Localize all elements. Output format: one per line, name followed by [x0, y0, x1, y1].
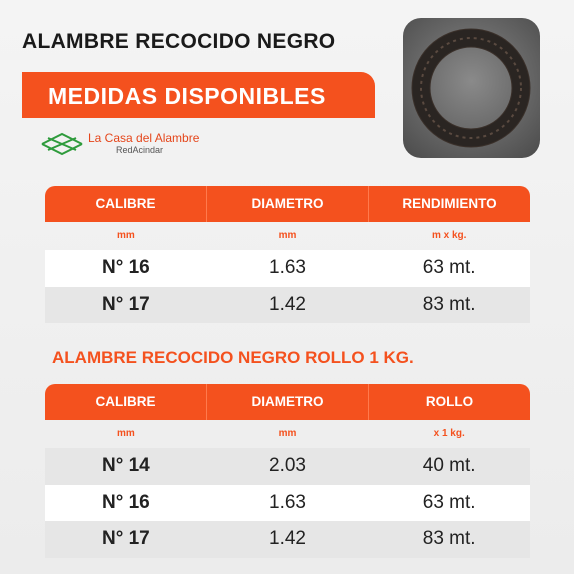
table-cell: 1.63	[269, 257, 306, 278]
unit-label: mm	[278, 428, 297, 439]
coil	[411, 28, 531, 148]
unit-label: mm	[278, 230, 297, 241]
column-header: CALIBRE	[45, 384, 207, 420]
title: ALAMBRE RECOCIDO NEGRO	[22, 30, 336, 53]
table-cell: 1.63	[269, 491, 306, 513]
table-cell: 2.03	[269, 455, 306, 476]
table-cell: 1.42	[269, 293, 306, 315]
column-header: RENDIMIENTO	[402, 196, 497, 211]
table-cell: 40 mt.	[422, 455, 476, 476]
column-header: DIAMETRO	[207, 384, 369, 420]
banner-text: MEDIDAS DISPONIBLES	[48, 83, 326, 109]
table: CALIBRE DIAMETRO RENDIMIENTO mm mm m x kg. N° …	[45, 186, 530, 323]
table-cell: N° 17	[101, 293, 150, 315]
column-header: ROLLO	[425, 394, 474, 409]
table-cell: 1.42	[269, 528, 306, 549]
unit-row: mm mm m x kg.	[45, 222, 530, 250]
logo-icon	[41, 132, 83, 156]
banner: MEDIDAS DISPONIBLES	[22, 72, 375, 118]
table-row: N° 17 1.42 83 mt.	[45, 286, 530, 323]
section-title: ALAMBRE RECOCIDO NEGRO ROLLO 1 KG.	[52, 348, 414, 367]
unit-row: mm mm x 1 kg.	[45, 420, 530, 448]
column-header: CALIBRE	[45, 186, 207, 222]
table-row: N° 16 1.63 63 mt.	[45, 484, 530, 521]
table-cell: N° 14	[101, 455, 150, 476]
table: CALIBRE DIAMETRO ROLLO mm mm x 1 kg. N° 14 2.03…	[45, 384, 530, 558]
header-row: CALIBRE DIAMETRO RENDIMIENTO	[45, 186, 530, 222]
table-cell: 63 mt.	[422, 257, 476, 278]
unit-label: mm	[116, 428, 135, 439]
table-cell: 83 mt.	[422, 528, 476, 549]
table-cell: 83 mt.	[422, 293, 476, 315]
product-photo	[403, 18, 540, 158]
table-row: N° 16 1.63 63 mt.	[45, 250, 530, 287]
header-row: CALIBRE DIAMETRO ROLLO	[45, 384, 530, 420]
table-row: N° 14 2.03 40 mt.	[45, 448, 530, 485]
column-header: DIAMETRO	[207, 186, 369, 222]
logo-name: La Casa del Alambre	[88, 131, 200, 145]
unit-label: m x kg.	[431, 230, 467, 241]
unit-label: mm	[116, 230, 135, 241]
table-cell: N° 16	[101, 257, 150, 278]
table-cell: N° 16	[101, 491, 150, 513]
table-row: N° 17 1.42 83 mt.	[45, 521, 530, 558]
table-cell: N° 17	[101, 528, 150, 549]
unit-label: x 1 kg.	[433, 428, 465, 439]
logo: La Casa del Alambre RedAcindar	[40, 130, 240, 160]
logo-tagline: RedAcindar	[116, 145, 164, 155]
table-cell: 63 mt.	[422, 491, 476, 513]
